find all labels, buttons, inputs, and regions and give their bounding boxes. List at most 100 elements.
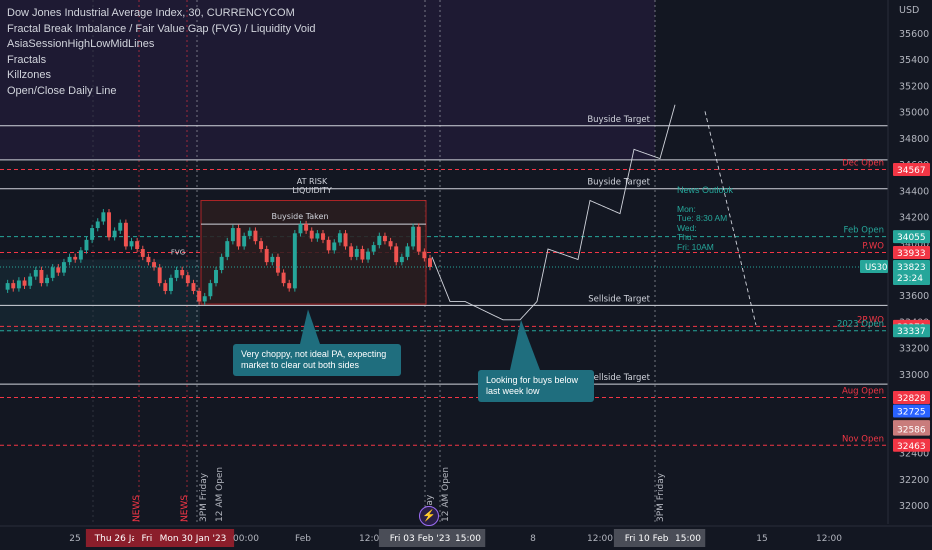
callout-buys-note[interactable]: Looking for buys below last week low [478, 370, 594, 402]
candle-body [56, 267, 61, 273]
price-badge [893, 246, 930, 260]
last-price-label: 33823 [897, 263, 926, 273]
candle-body [371, 245, 376, 252]
y-tick-label: 32400 [899, 449, 929, 460]
candle-body [405, 246, 410, 257]
candle-body [84, 239, 89, 251]
legend-indicator-killzones[interactable]: Killzones [7, 69, 52, 81]
vertical-session-label: NEWS [180, 495, 190, 522]
price-badge [893, 390, 930, 404]
callout-right-pointer [510, 319, 540, 370]
chart-legend: Dow Jones Industrial Average Index, 30, … [7, 6, 316, 99]
vertical-session-label: NEWS [132, 495, 142, 522]
news-outlook-note[interactable]: News Outlook Mon: Tue: 8:30 AM Wed: Thu: … [677, 185, 734, 253]
news-line-tue: Tue: 8:30 AM [677, 213, 728, 224]
candle-body [5, 283, 10, 290]
legend-indicator-asia-session[interactable]: AsiaSessionHighLowMidLines [7, 38, 155, 50]
candle-body [174, 270, 179, 278]
candle-body [129, 241, 134, 247]
vertical-session-label: 3PM Friday [199, 472, 209, 522]
level-label: Sellside Target [588, 294, 650, 304]
callout-choppy-note[interactable]: Very choppy, not ideal PA, expecting mar… [233, 344, 401, 376]
candle-body [33, 270, 38, 277]
time-tick-label: 15:00 [675, 534, 701, 544]
candle-body [118, 222, 123, 231]
y-tick-label: 35600 [899, 29, 929, 40]
candle-body [287, 283, 292, 289]
time-tick-label: 15:00 [455, 534, 481, 544]
candle-body [377, 235, 382, 246]
candle-body [78, 250, 83, 260]
candle-body [163, 283, 168, 291]
y-tick-label: 35200 [899, 81, 929, 92]
legend-indicator-fractals[interactable]: Fractals [7, 53, 47, 66]
candle-body [326, 239, 331, 251]
price-badge-label: 32725 [897, 407, 926, 417]
candle-body [16, 280, 21, 289]
candle-body [315, 233, 320, 239]
callout-left-pointer [300, 309, 320, 344]
vertical-session-label: 12 AM Open [215, 467, 225, 522]
symbol-badge [860, 259, 888, 273]
level-label: Feb Open [844, 226, 884, 236]
legend-indicator-open-close[interactable]: Open/Close Daily Line [7, 84, 117, 97]
candle-body [309, 230, 314, 239]
price-badge [893, 404, 930, 418]
candle-body [292, 233, 297, 289]
level-label: Nov Open [842, 434, 884, 444]
candle-body [304, 224, 309, 231]
last-price-badge [893, 259, 930, 285]
y-tick-label: 32000 [899, 501, 929, 512]
candle-body [343, 233, 348, 247]
y-axis-label: USD [899, 5, 919, 16]
news-line-wed: Wed: [677, 222, 697, 233]
candle-body [135, 241, 140, 250]
candle-body [428, 258, 432, 267]
candle-body [298, 224, 303, 234]
time-tick-label: Thu 26 Jan '23 [94, 534, 160, 544]
candle-body [180, 270, 185, 276]
candle-body [157, 267, 162, 284]
level-label: Dec Open [842, 158, 884, 168]
time-tick-label: 12:00 [816, 534, 842, 544]
candle-body [242, 235, 247, 247]
candle-body [236, 228, 241, 247]
y-tick-label: 33200 [899, 344, 929, 355]
candle-body [168, 277, 173, 291]
candle-body [225, 241, 230, 257]
price-badge [893, 324, 930, 338]
candle-body [50, 267, 55, 278]
candle-body [230, 228, 235, 242]
candle-body [95, 221, 100, 229]
time-tick-highlight [450, 529, 486, 547]
time-tick-label: 00:00 [233, 534, 259, 544]
liquidity-label: LIQUIDITY [292, 186, 332, 195]
candle-body [112, 230, 117, 238]
candle-body [247, 230, 252, 236]
time-tick-label: Fri 10 Feb '23 [625, 534, 686, 544]
countdown-label: 23:24 [897, 274, 923, 284]
legend-title: Dow Jones Industrial Average Index, 30, … [7, 7, 295, 19]
buyside-taken-label: Buyside Taken [271, 212, 328, 221]
candle-body [270, 256, 275, 263]
candle-body [73, 256, 78, 260]
y-tick-label: 35000 [899, 108, 929, 119]
fvg-label: FVG [171, 248, 185, 256]
candle-body [259, 241, 264, 250]
legend-indicator-fvg[interactable]: Fractal Break Imbalance / Fair Value Gap… [7, 22, 316, 35]
news-line-fri: Fri: 10AM [677, 241, 714, 252]
level-label: 2023 Open [837, 320, 884, 330]
lightning-event-icon[interactable]: ⚡ [419, 506, 439, 526]
candle-body [219, 256, 224, 270]
candle-body [191, 283, 196, 291]
time-tick-label: 8 [530, 534, 536, 544]
y-tick-label: 35400 [899, 55, 929, 66]
candle-body [394, 246, 399, 263]
candle-body [253, 230, 258, 242]
news-outlook-title: News Outlook [677, 185, 734, 195]
level-label: Aug Open [842, 386, 884, 396]
price-badge-label: 32463 [897, 442, 926, 452]
candle-body [275, 256, 280, 273]
